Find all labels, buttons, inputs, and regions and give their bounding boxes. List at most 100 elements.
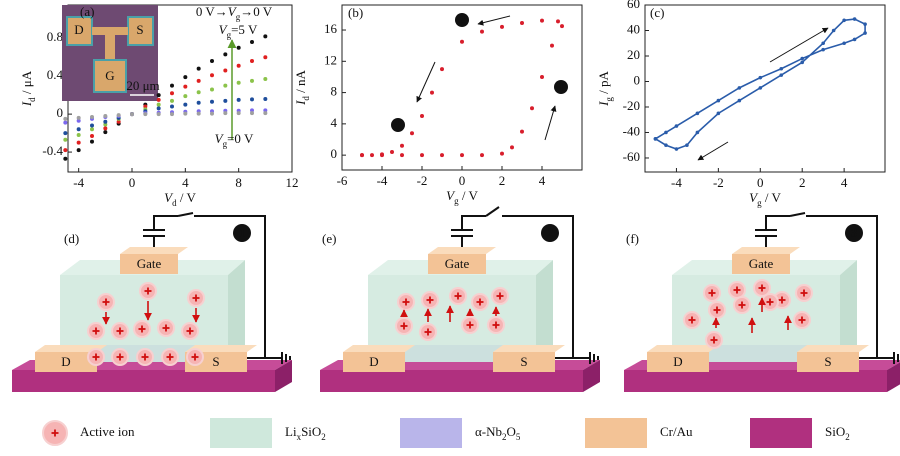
wire bbox=[755, 215, 894, 359]
source-top bbox=[797, 345, 869, 352]
data-point bbox=[223, 83, 228, 88]
data-point bbox=[210, 73, 214, 78]
legend-swatch bbox=[585, 418, 647, 448]
y-tick-label: 0.4 bbox=[47, 67, 64, 82]
legend-label: LixSiO2 bbox=[285, 424, 326, 442]
step-marker bbox=[845, 224, 863, 242]
data-point bbox=[103, 114, 108, 119]
data-point bbox=[400, 143, 404, 148]
lisio-side bbox=[840, 260, 857, 362]
data-point bbox=[223, 111, 228, 116]
data-point bbox=[716, 111, 721, 116]
data-point bbox=[103, 122, 108, 127]
gate bbox=[732, 254, 790, 274]
x-tick-label: 0 bbox=[757, 175, 764, 190]
data-point bbox=[400, 153, 404, 158]
data-point bbox=[779, 66, 784, 71]
y-tick-label: 0.8 bbox=[47, 29, 63, 44]
data-point bbox=[196, 100, 201, 105]
data-point bbox=[685, 143, 689, 148]
data-point bbox=[440, 153, 444, 158]
inset-label: G bbox=[105, 68, 114, 83]
data-point bbox=[250, 78, 254, 83]
y-tick-label: 0 bbox=[57, 105, 64, 120]
pad bbox=[66, 16, 93, 46]
step-label: 2 bbox=[547, 225, 554, 240]
gate-label: Gate bbox=[445, 256, 470, 271]
data-point bbox=[842, 18, 846, 23]
data-point bbox=[758, 86, 763, 90]
data-point bbox=[370, 153, 374, 158]
data-point bbox=[196, 90, 201, 95]
data-point bbox=[170, 83, 174, 88]
legend-label: Active ion bbox=[80, 424, 135, 439]
legend-label: Cr/Au bbox=[660, 424, 693, 439]
x-tick-label: 0 bbox=[129, 175, 136, 190]
x-tick-label: -2 bbox=[417, 173, 428, 188]
data-point bbox=[510, 145, 514, 150]
data-point bbox=[76, 132, 81, 137]
data-point bbox=[196, 111, 201, 116]
data-point bbox=[540, 18, 544, 23]
data-point bbox=[116, 113, 121, 118]
data-point bbox=[842, 41, 846, 46]
data-point bbox=[250, 97, 254, 102]
data-point bbox=[480, 29, 484, 34]
panel-label: (e) bbox=[322, 231, 336, 246]
data-point bbox=[560, 24, 564, 29]
data-point bbox=[500, 151, 504, 156]
arrow bbox=[544, 105, 557, 141]
pad bbox=[93, 59, 127, 93]
arrow bbox=[477, 15, 511, 26]
data-point bbox=[236, 111, 241, 116]
data-point bbox=[63, 137, 68, 142]
y-tick-label: 16 bbox=[324, 21, 338, 36]
arrow bbox=[697, 141, 729, 161]
data-point bbox=[90, 114, 94, 119]
x-axis-label: Vg / V bbox=[446, 188, 478, 206]
data-point bbox=[674, 147, 679, 151]
data-point bbox=[263, 108, 268, 113]
y-tick-label: -0.4 bbox=[42, 143, 63, 158]
legend-swatch bbox=[210, 418, 272, 448]
x-tick-label: -6 bbox=[337, 173, 348, 188]
drain-label: D bbox=[673, 354, 682, 369]
gate-label: Gate bbox=[137, 256, 162, 271]
wire bbox=[451, 215, 590, 359]
data-point bbox=[500, 24, 504, 29]
step-label: 3 bbox=[851, 225, 858, 240]
data-point bbox=[420, 114, 424, 119]
data-point bbox=[520, 20, 524, 25]
data-point bbox=[183, 75, 188, 80]
data-point bbox=[183, 111, 188, 116]
arrow bbox=[416, 61, 436, 103]
drain-top bbox=[647, 345, 719, 352]
y-tick-label: 20 bbox=[627, 47, 640, 62]
drain-top bbox=[343, 345, 415, 352]
drain bbox=[647, 352, 709, 372]
data-point bbox=[556, 19, 560, 24]
data-point bbox=[76, 140, 81, 145]
lisio-side bbox=[228, 260, 245, 362]
arrow bbox=[769, 27, 829, 63]
gate bbox=[428, 254, 486, 274]
series-line bbox=[655, 18, 866, 150]
y-tick-label: 0 bbox=[634, 72, 641, 87]
plot-frame bbox=[644, 4, 886, 173]
data-point bbox=[410, 131, 414, 136]
y-tick-label: -20 bbox=[623, 98, 640, 113]
data-point bbox=[664, 130, 668, 135]
data-point bbox=[263, 34, 268, 39]
pad bbox=[127, 16, 154, 46]
data-point bbox=[170, 91, 174, 96]
data-point bbox=[263, 111, 268, 116]
data-point bbox=[716, 98, 721, 103]
annotation: (c) bbox=[650, 5, 664, 20]
gate-top bbox=[428, 247, 496, 254]
data-point bbox=[170, 98, 174, 103]
panel-label: (f) bbox=[626, 231, 639, 246]
annotation: (a) bbox=[80, 4, 94, 19]
data-point bbox=[380, 152, 384, 157]
data-point bbox=[737, 98, 742, 103]
